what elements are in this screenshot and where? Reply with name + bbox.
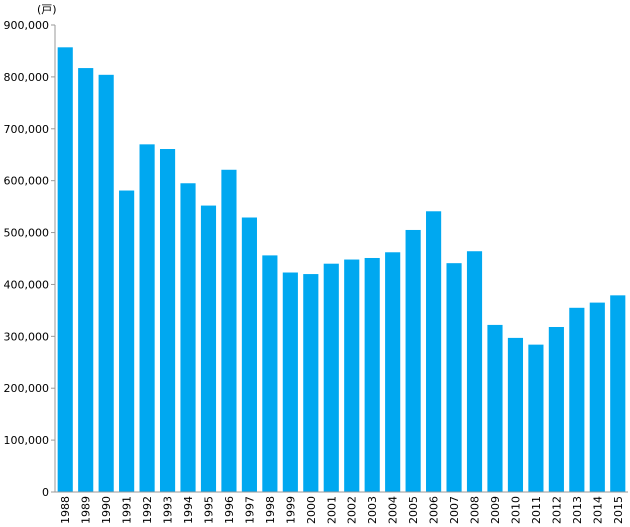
x-tick-label-1990: 1990 <box>100 496 113 524</box>
y-axis: 0 100,000 200,000 300,000 400,000 500,000 600,… <box>4 19 55 499</box>
y-tick-label: 500,000 <box>4 227 50 240</box>
bar-1999 <box>282 272 298 492</box>
x-tick-label-2012: 2012 <box>550 496 563 524</box>
x-tick-label-1998: 1998 <box>264 496 277 524</box>
x-tick-label-2006: 2006 <box>428 496 441 524</box>
bar-1991 <box>119 190 135 492</box>
bar-1989 <box>78 68 94 492</box>
bar-2010 <box>507 337 524 492</box>
bar-1995 <box>200 205 217 492</box>
bar-1993 <box>159 149 176 492</box>
bar-1988 <box>57 47 73 492</box>
x-axis-labels: 1988 1989 1990 1991 1992 1993 1994 1995 1996 1997… <box>59 496 625 524</box>
bar-2001 <box>323 263 339 492</box>
x-tick-label-2011: 2011 <box>530 496 543 524</box>
x-tick-label-1992: 1992 <box>141 496 154 524</box>
x-tick-label-1993: 1993 <box>162 496 175 524</box>
x-tick-label-1988: 1988 <box>59 496 72 524</box>
bar-1996 <box>221 169 237 492</box>
bar-2007 <box>446 263 462 492</box>
x-tick-label-2004: 2004 <box>387 496 400 524</box>
x-tick-label-1994: 1994 <box>182 496 195 524</box>
y-tick-label: 400,000 <box>4 278 50 291</box>
bar-2004 <box>385 252 401 492</box>
x-tick-label-2013: 2013 <box>571 496 584 524</box>
bar-1990 <box>98 74 114 493</box>
bars <box>57 47 626 493</box>
y-tick-label: 100,000 <box>4 434 50 447</box>
x-tick-label-1989: 1989 <box>80 496 93 524</box>
bar-2015 <box>610 295 626 492</box>
bar-1997 <box>241 217 257 492</box>
y-tick-label: 900,000 <box>4 19 50 32</box>
y-axis-unit-label: (戸) <box>37 3 57 16</box>
y-tick-label: 300,000 <box>4 330 50 343</box>
bar-2013 <box>569 307 585 492</box>
bar-2012 <box>548 326 564 492</box>
bar-1994 <box>180 183 196 492</box>
bar-2011 <box>528 344 544 492</box>
x-tick-label-2009: 2009 <box>489 496 502 524</box>
x-tick-label-2001: 2001 <box>325 496 338 524</box>
y-tick-label: 0 <box>42 486 49 499</box>
x-tick-label-1999: 1999 <box>284 496 297 524</box>
x-tick-label-2000: 2000 <box>305 496 318 524</box>
x-tick-label-2010: 2010 <box>509 496 522 524</box>
x-tick-label-1995: 1995 <box>202 496 215 524</box>
bar-2009 <box>487 324 503 492</box>
bar-1998 <box>262 255 278 492</box>
x-tick-label-2003: 2003 <box>366 496 379 524</box>
x-tick-label-2008: 2008 <box>469 496 482 524</box>
x-tick-label-1996: 1996 <box>223 496 236 524</box>
bar-2002 <box>344 259 360 492</box>
bar-2006 <box>426 211 442 492</box>
bar-2000 <box>303 274 319 492</box>
y-tick-label: 800,000 <box>4 71 50 84</box>
y-tick-label: 200,000 <box>4 382 50 395</box>
bar-2005 <box>405 229 421 492</box>
bar-2003 <box>364 257 380 492</box>
bar-2014 <box>589 302 605 492</box>
bar-2008 <box>466 251 483 492</box>
y-tick-label: 600,000 <box>4 175 50 188</box>
x-tick-label-1991: 1991 <box>121 496 134 524</box>
x-tick-label-2014: 2014 <box>591 496 604 524</box>
x-tick-label-2002: 2002 <box>346 496 359 524</box>
x-tick-label-2005: 2005 <box>407 496 420 524</box>
y-tick-label: 700,000 <box>4 123 50 136</box>
x-tick-label-2007: 2007 <box>448 496 461 524</box>
bar-1992 <box>139 144 155 492</box>
x-tick-label-2015: 2015 <box>612 496 625 524</box>
x-tick-label-1997: 1997 <box>243 496 256 524</box>
